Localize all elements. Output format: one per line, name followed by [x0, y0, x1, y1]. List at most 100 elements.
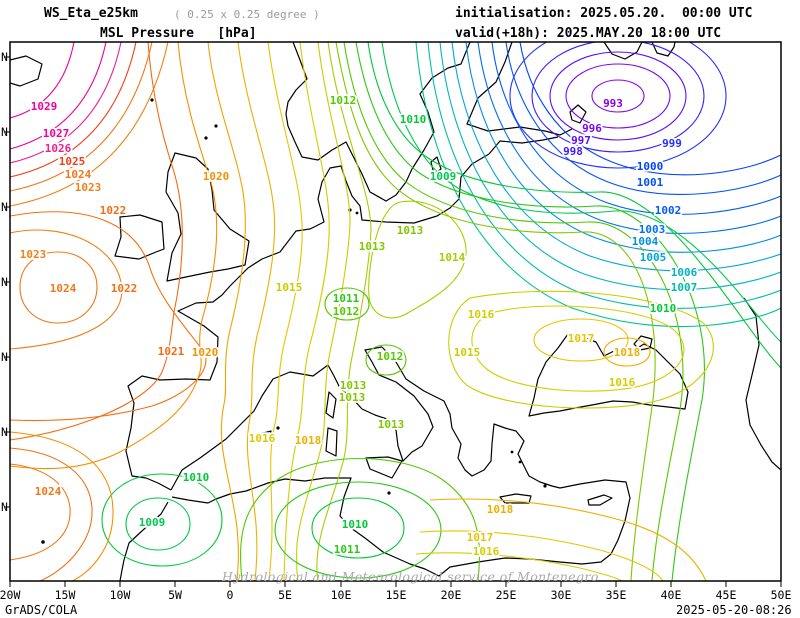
isobar — [316, 42, 372, 581]
svg-text:1018: 1018 — [295, 434, 322, 447]
svg-text:1009: 1009 — [430, 170, 457, 183]
isobar — [296, 42, 351, 581]
coastline-path — [466, 42, 573, 136]
svg-text:N: N — [1, 200, 8, 214]
isobar — [10, 447, 93, 581]
isobar — [10, 463, 71, 561]
isobar — [10, 229, 123, 350]
isobar — [237, 42, 276, 581]
isobar — [477, 42, 781, 234]
svg-text:1010: 1010 — [183, 471, 210, 484]
isobar — [531, 42, 705, 153]
isobar — [10, 42, 122, 164]
render-timestamp: 2025-05-20-08:26 — [676, 603, 792, 617]
svg-text:1017: 1017 — [568, 332, 595, 345]
coastlines-layer — [10, 42, 781, 581]
svg-text:1023: 1023 — [20, 248, 47, 261]
isobar — [10, 42, 107, 150]
y-axis-ticks — [4, 56, 10, 508]
x-axis-ticks — [9, 581, 782, 587]
svg-text:25E: 25E — [496, 588, 517, 602]
svg-text:1021: 1021 — [158, 345, 185, 358]
svg-text:1007: 1007 — [671, 281, 698, 294]
x-axis-labels: 20W 15W 10W 5W 0 5E 10E 15E 20E 25E 30E 35E 40E 45E 50… — [0, 588, 791, 602]
svg-text:1011: 1011 — [333, 292, 360, 305]
coastline-path — [285, 42, 471, 202]
svg-text:1023: 1023 — [75, 181, 102, 194]
svg-text:1002: 1002 — [655, 204, 682, 217]
coastline-path — [743, 297, 781, 471]
svg-text:1016: 1016 — [609, 376, 636, 389]
svg-text:1022: 1022 — [100, 204, 127, 217]
isobar — [368, 200, 467, 319]
svg-text:N: N — [1, 50, 8, 64]
isobar — [549, 51, 687, 141]
svg-text:999: 999 — [662, 137, 682, 150]
svg-text:10W: 10W — [110, 588, 131, 602]
svg-text:1029: 1029 — [31, 100, 58, 113]
svg-text:N: N — [1, 275, 8, 289]
svg-text:1013: 1013 — [359, 240, 386, 253]
field-title: MSL Pressure [hPa] — [100, 26, 257, 41]
coastline-path — [430, 156, 442, 175]
svg-text:1013: 1013 — [378, 418, 405, 431]
svg-text:15E: 15E — [386, 588, 407, 602]
isobar — [324, 287, 370, 321]
svg-text:1011: 1011 — [334, 543, 361, 556]
svg-text:20E: 20E — [441, 588, 462, 602]
isobar — [381, 42, 781, 343]
svg-text:998: 998 — [563, 145, 583, 158]
svg-text:1009: 1009 — [139, 516, 166, 529]
isobar — [365, 344, 407, 376]
svg-text:1018: 1018 — [614, 346, 641, 359]
coastline-path — [651, 42, 676, 57]
svg-text:1014: 1014 — [439, 251, 466, 264]
coastline-path — [499, 493, 532, 504]
coastline-path — [125, 136, 559, 491]
svg-text:1013: 1013 — [340, 379, 367, 392]
svg-text:1012: 1012 — [333, 305, 360, 318]
isobar — [591, 79, 645, 113]
svg-text:N: N — [1, 125, 8, 139]
svg-text:1003: 1003 — [639, 223, 666, 236]
svg-text:1020: 1020 — [192, 346, 219, 359]
svg-text:50E: 50E — [771, 588, 792, 602]
svg-text:1024: 1024 — [50, 282, 77, 295]
y-axis-labels: N N N N N N N — [1, 50, 8, 514]
isobar — [429, 498, 707, 581]
isobar — [427, 42, 781, 309]
isobar — [10, 42, 153, 192]
isobar — [335, 42, 656, 581]
isobar — [419, 530, 664, 581]
svg-text:1004: 1004 — [632, 235, 659, 248]
coastline-path — [603, 42, 643, 60]
svg-text:1016: 1016 — [468, 308, 495, 321]
isobar — [519, 42, 781, 176]
isobar — [10, 42, 137, 178]
isobar — [283, 42, 330, 581]
isobar — [355, 42, 705, 581]
svg-text:30E: 30E — [551, 588, 572, 602]
isobar — [10, 42, 75, 119]
isobar — [10, 42, 169, 207]
isobar — [10, 431, 114, 581]
contours-layer — [10, 42, 781, 581]
isobar — [311, 497, 405, 559]
model-resolution: ( 0.25 x 0.25 degree ) — [174, 8, 320, 21]
svg-text:15W: 15W — [55, 588, 76, 602]
isobar — [267, 42, 303, 581]
grads-credit: GrADS/COLA — [5, 603, 78, 617]
coastline-path — [587, 494, 613, 506]
svg-text:1025: 1025 — [59, 155, 86, 168]
isobar — [471, 305, 685, 392]
coastline-path — [528, 333, 689, 417]
isobar — [415, 42, 781, 327]
svg-text:1000: 1000 — [637, 160, 664, 173]
isobar — [367, 42, 781, 369]
isobar — [603, 337, 651, 367]
svg-text:1012: 1012 — [330, 94, 357, 107]
coastline-path — [259, 430, 272, 441]
isobar — [491, 42, 781, 215]
isobar — [207, 42, 246, 581]
coastline-path — [114, 214, 165, 260]
